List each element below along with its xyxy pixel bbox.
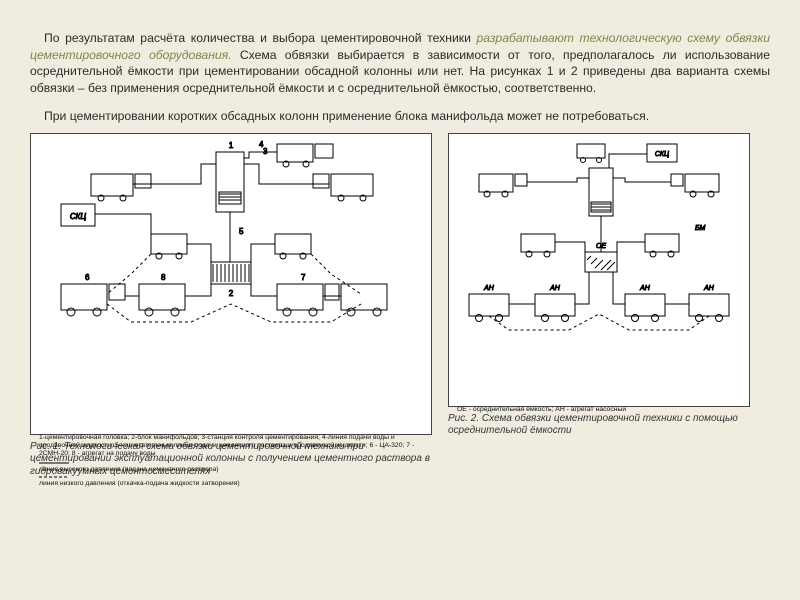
an-label-3: АН xyxy=(639,285,651,292)
label-4: 4 xyxy=(259,140,264,149)
an-label-4: АН xyxy=(703,285,715,292)
an-label-2: АН xyxy=(549,285,561,292)
label-5: 5 xyxy=(239,227,244,236)
figure-1-column: 1 3 4 СКЦ xyxy=(30,133,432,479)
legend-hp: линия высокого давления (подача цементно… xyxy=(39,466,219,473)
figure-1-diagram: 1 3 4 СКЦ xyxy=(30,133,432,435)
paragraph-1: По результатам расчёта количества и выбо… xyxy=(30,30,770,96)
figure-2-diagram: СКЦ xyxy=(448,133,750,407)
an-label-1: АН xyxy=(483,285,495,292)
label-6: 6 xyxy=(85,273,90,282)
figure-1-legend: 1-цементировочная головка; 2-блок манифо… xyxy=(31,434,431,493)
bm-label: БМ xyxy=(695,225,706,232)
label-2: 2 xyxy=(229,289,234,298)
paragraph-2: При цементировании коротких обсадных кол… xyxy=(30,108,770,124)
skc-label-2: СКЦ xyxy=(655,151,669,158)
skc-label: СКЦ xyxy=(70,212,86,221)
p1-pre: По результатам расчёта количества и выбо… xyxy=(44,31,476,45)
legend-lp: линия низкого давления (откачка-подача ж… xyxy=(39,480,240,487)
figure-2-column: СКЦ xyxy=(448,133,750,479)
label-1: 1 xyxy=(229,141,234,150)
legend-items: 1-цементировочная головка; 2-блок манифо… xyxy=(39,434,425,458)
figure-2-legend: ОЕ - осреднительная ёмкость; АН - агрега… xyxy=(449,406,749,418)
label-8: 8 xyxy=(161,273,166,282)
label-7: 7 xyxy=(301,273,306,282)
